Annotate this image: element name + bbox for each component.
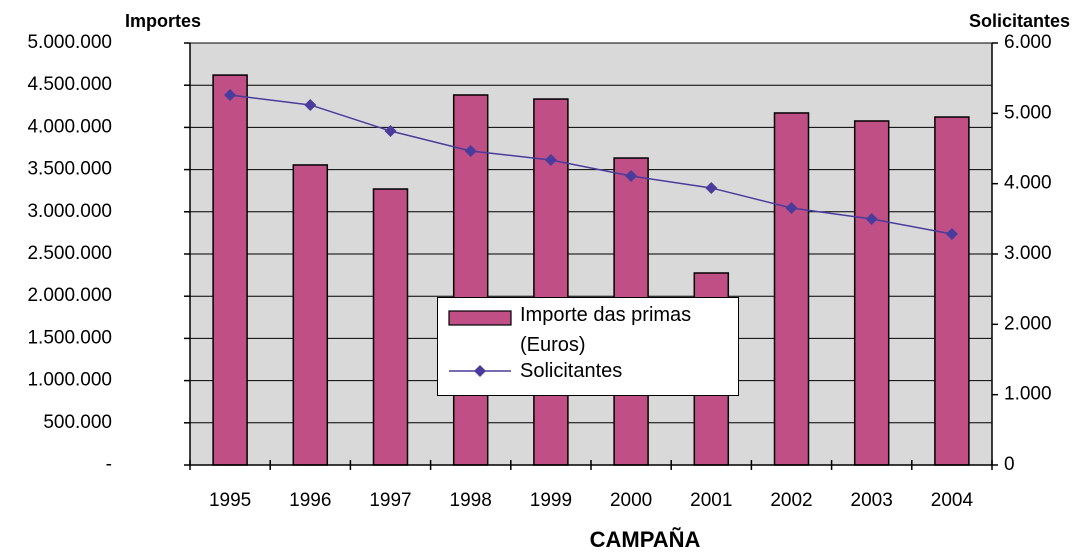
legend-label: Solicitantes: [520, 360, 623, 382]
y2-axis-title: Solicitantes: [969, 11, 1070, 31]
y2-tick-label: 1.000: [1004, 384, 1052, 405]
x-tick-label: 2002: [770, 490, 812, 511]
y-tick-label: 500.000: [43, 412, 112, 433]
x-tick-label: 2003: [851, 490, 893, 511]
marker: [464, 144, 477, 157]
y-tick-label: 1.500.000: [27, 327, 112, 348]
bar: [853, 120, 890, 466]
x-tick-label: 1996: [289, 490, 331, 511]
y-tick-label: -: [106, 454, 112, 475]
marker: [865, 212, 878, 225]
y-tick-label: 5.000.000: [27, 32, 112, 53]
marker: [625, 170, 638, 183]
bar: [934, 116, 970, 466]
line: [230, 94, 953, 235]
bar: [292, 164, 329, 466]
marker: [224, 88, 237, 101]
y-tick-label: 1.000.000: [27, 370, 112, 391]
marker: [945, 227, 958, 240]
y2-tick-label: 4.000: [1004, 173, 1052, 194]
x-tick-label: 2001: [690, 490, 732, 511]
y-tick-label: 4.000.000: [27, 116, 112, 137]
legend: Importe das primas (Euros) Solicitantes: [437, 297, 739, 396]
legend-swatch: [449, 365, 511, 377]
y-axis-title: Importes: [125, 11, 201, 31]
y-tick-label: 4.500.000: [27, 74, 112, 95]
y-tick-label: 3.500.000: [27, 159, 112, 180]
x-tick-label: 2000: [610, 490, 652, 511]
x-tick-label: 2004: [931, 490, 974, 511]
y-tick-label: 2.500.000: [27, 243, 112, 264]
legend-label: Importe das primas (Euros): [520, 304, 692, 356]
bar: [773, 112, 810, 466]
y-tick-label: 2.000.000: [27, 285, 112, 306]
marker: [785, 202, 798, 215]
legend-swatch: [448, 310, 512, 326]
x-axis-title: CAMPAÑA: [590, 527, 701, 552]
x-tick-label: 1997: [369, 490, 411, 511]
marker: [705, 181, 718, 194]
bar: [533, 98, 569, 466]
marker: [304, 98, 317, 111]
y2-tick-label: 3.000: [1004, 243, 1052, 264]
x-tick-label: 1999: [530, 490, 572, 511]
marker: [544, 153, 557, 166]
x-tick-label: 1995: [209, 490, 251, 511]
marker: [384, 124, 397, 137]
y2-tick-label: 0: [1004, 454, 1015, 475]
y2-tick-label: 2.000: [1004, 313, 1052, 334]
y-tick-label: 3.000.000: [27, 201, 112, 222]
y2-tick-label: 5.000: [1004, 102, 1052, 123]
bar: [212, 74, 248, 466]
y2-tick-label: 6.000: [1004, 32, 1052, 53]
x-tick-label: 1998: [450, 490, 492, 511]
bar: [372, 188, 409, 466]
